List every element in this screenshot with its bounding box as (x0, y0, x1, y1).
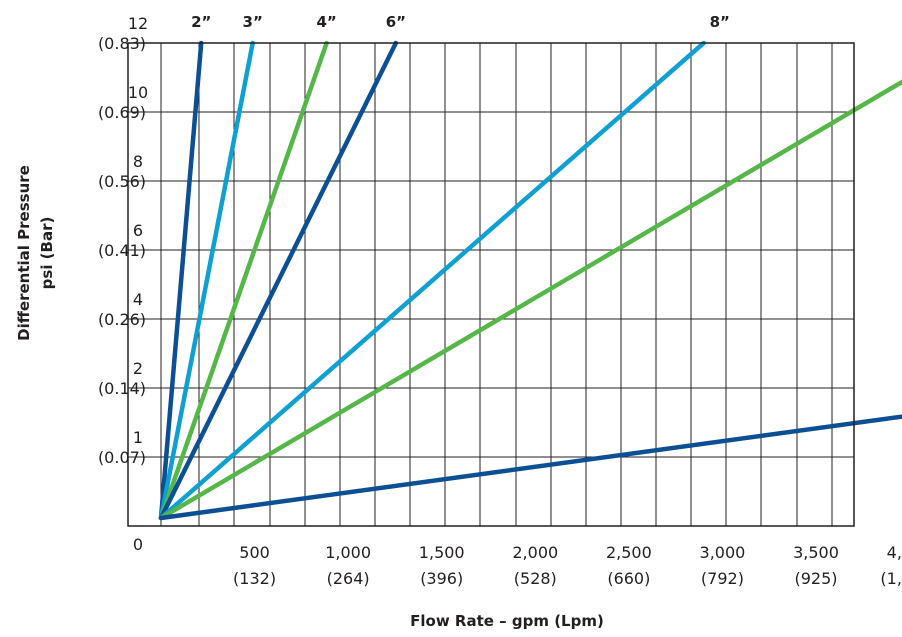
y-tick-label: 6 (133, 221, 143, 240)
y-axis-title-group: Differential Pressure (15, 165, 33, 341)
y-tick-label: 2 (133, 359, 143, 378)
series-label-1: 2” (191, 13, 211, 31)
x-axis-ticks: 500 (132) 1,000 (264) 1,500 (396) 2,000 (528) 2,… (233, 543, 902, 588)
x-tick-label: 2,500 (606, 543, 652, 562)
series-line-1 (158, 40, 204, 521)
y-tick-label: 1 (133, 428, 143, 447)
x-tick-sublabel: (528) (514, 569, 557, 588)
x-axis-title: Flow Rate – gpm (Lpm) (410, 612, 604, 630)
series-line-3 (158, 40, 329, 521)
x-tick-sublabel: (660) (607, 569, 650, 588)
x-tick-sublabel: (264) (327, 569, 370, 588)
x-tick-label: 1,000 (325, 543, 371, 562)
series-label-2: 3” (243, 13, 263, 31)
y-tick-label: 8 (133, 152, 143, 171)
series-line-2 (158, 40, 255, 521)
y-tick-sublabel: (0.56) (98, 172, 146, 191)
x-tick-sublabel: (792) (701, 569, 744, 588)
y-tick-label: 4 (133, 290, 143, 309)
x-tick-label: 2,000 (512, 543, 558, 562)
y-axis-ticks: 01(0.07)2(0.14)4(0.26)6(0.41)8(0.56)10(0… (98, 14, 148, 554)
series-lines (158, 40, 902, 521)
series-line-6 (158, 79, 902, 521)
x-tick-sublabel: (925) (794, 569, 837, 588)
x-tick-sublabel: (132) (233, 569, 276, 588)
series-label-5: 8” (710, 13, 730, 31)
y-axis-subtitle: psi (Bar) (38, 217, 56, 290)
y-axis-title: Differential Pressure (15, 165, 33, 341)
series-label-4: 6” (386, 13, 406, 31)
series-line-4 (158, 40, 399, 521)
y-tick-sublabel: (0.69) (98, 103, 146, 122)
series-line-5 (158, 40, 706, 521)
x-tick-sublabel: (396) (420, 569, 463, 588)
x-tick-label: 500 (239, 543, 270, 562)
series-line-7 (158, 414, 902, 521)
x-tick-label: 4,000 (887, 543, 902, 562)
y-tick-sublabel: (0.26) (98, 310, 146, 329)
y-axis-subtitle-group: psi (Bar) (38, 217, 56, 290)
x-tick-label: 3,000 (700, 543, 746, 562)
y-tick-sublabel: (0.07) (98, 448, 146, 467)
x-tick-label: 1,500 (419, 543, 465, 562)
y-tick-label: 10 (128, 83, 148, 102)
x-tick-label: 3,500 (793, 543, 839, 562)
y-tick-sublabel: (0.83) (98, 34, 146, 53)
plot-frame (127, 42, 855, 527)
y-tick-sublabel: (0.14) (98, 379, 146, 398)
series-label-3: 4” (316, 13, 336, 31)
y-tick-label: 0 (133, 535, 143, 554)
plot-border (127, 42, 855, 527)
y-tick-label: 12 (128, 14, 148, 33)
y-tick-sublabel: (0.41) (98, 241, 146, 260)
x-tick-sublabel: (1,056) (880, 569, 902, 588)
series-labels: 2”3”4”6”8”10”12” (191, 13, 730, 31)
